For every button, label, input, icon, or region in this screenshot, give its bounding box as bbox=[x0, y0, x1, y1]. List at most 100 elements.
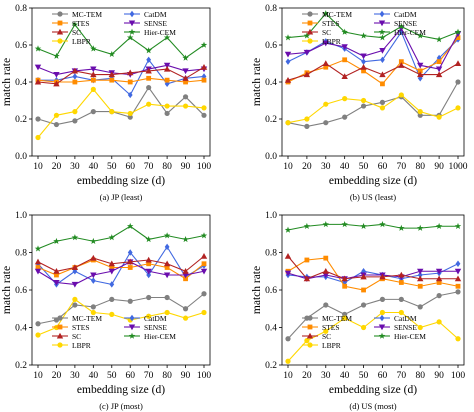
x-tick-label: 100 bbox=[197, 371, 212, 381]
x-tick-label: 50 bbox=[107, 162, 117, 172]
point-stes bbox=[183, 276, 188, 282]
legend-label-sc: SC bbox=[72, 332, 81, 341]
point-mc-tem bbox=[285, 336, 291, 342]
series-line-lbpr bbox=[37, 298, 205, 336]
point-sense bbox=[145, 268, 152, 275]
point-hier-cem bbox=[182, 54, 189, 61]
series-line-hier-cem bbox=[287, 223, 458, 231]
point-sense bbox=[435, 66, 443, 73]
series-line-hier-cem bbox=[37, 23, 205, 59]
legend-label-sc: SC bbox=[322, 28, 331, 37]
x-tick-label: 80 bbox=[415, 162, 425, 172]
series-line-catdm bbox=[38, 58, 205, 96]
point-stes bbox=[146, 261, 152, 267]
point-hier-cem bbox=[284, 226, 292, 233]
x-tick-label: 70 bbox=[144, 371, 154, 381]
point-sc bbox=[127, 69, 134, 76]
legend-label-sc: SC bbox=[322, 332, 331, 341]
y-tick-label: 0.8 bbox=[15, 4, 27, 14]
y-tick-label: 0.6 bbox=[265, 41, 277, 51]
x-tick-label: 60 bbox=[125, 371, 135, 381]
point-mc-tem bbox=[53, 121, 60, 128]
x-tick-label: 50 bbox=[359, 371, 369, 381]
point-hier-cem bbox=[398, 23, 405, 30]
point-hier-cem bbox=[416, 224, 424, 231]
series-line-hier-cem bbox=[37, 225, 205, 250]
point-sense bbox=[341, 44, 348, 51]
legend-marker-sc bbox=[56, 28, 64, 35]
point-sense bbox=[34, 64, 42, 71]
legend-label-stes: STES bbox=[322, 19, 340, 28]
x-tick-label: 60 bbox=[378, 162, 388, 172]
series-line-catdm bbox=[287, 30, 459, 80]
y-tick-label: 1.0 bbox=[15, 211, 27, 221]
point-mc-tem bbox=[201, 291, 207, 297]
point-sense bbox=[34, 268, 42, 275]
legend-marker-stes bbox=[307, 324, 313, 330]
point-catdm bbox=[455, 260, 461, 267]
x-tick-label: 20 bbox=[302, 371, 312, 381]
x-tick-label: 80 bbox=[162, 371, 172, 381]
x-tick-label: 70 bbox=[397, 371, 407, 381]
point-hier-cem bbox=[145, 47, 152, 54]
y-tick-label: 0.8 bbox=[265, 4, 277, 14]
point-mc-tem bbox=[379, 99, 386, 105]
point-sc bbox=[182, 268, 189, 274]
x-tick-label: 30 bbox=[70, 162, 80, 172]
point-stes bbox=[398, 280, 404, 285]
point-hier-cem bbox=[163, 34, 171, 41]
legend-marker-mc-tem bbox=[307, 11, 313, 17]
series-line-stes bbox=[287, 257, 459, 291]
point-mc-tem bbox=[201, 112, 207, 118]
point-hier-cem bbox=[108, 234, 116, 241]
legend-marker-stes bbox=[307, 20, 313, 26]
point-lbpr bbox=[342, 315, 348, 321]
legend-marker-sc bbox=[306, 28, 314, 35]
y-tick-label: 0.4 bbox=[15, 324, 27, 334]
series-line-lbpr bbox=[287, 94, 459, 124]
series-line-lbpr bbox=[287, 311, 459, 362]
y-tick-label: 0.2 bbox=[15, 115, 27, 125]
legend-label-hier-cem: Hier-CEM bbox=[394, 332, 426, 341]
point-mc-tem bbox=[109, 296, 115, 302]
point-sc bbox=[90, 254, 97, 261]
point-mc-tem bbox=[342, 114, 348, 120]
point-hier-cem bbox=[303, 222, 311, 230]
point-sc bbox=[360, 64, 367, 70]
plot-frame bbox=[31, 214, 211, 366]
point-hier-cem bbox=[454, 222, 462, 230]
legend-label-lbpr: LBPR bbox=[322, 37, 341, 46]
point-lbpr bbox=[201, 309, 207, 316]
point-hier-cem bbox=[284, 34, 292, 41]
legend-marker-hier-cem bbox=[128, 28, 136, 35]
panel-caption: (d) US (most) bbox=[349, 401, 396, 411]
point-sc bbox=[200, 253, 208, 259]
point-lbpr bbox=[360, 324, 367, 331]
point-catdm bbox=[146, 56, 152, 63]
point-hier-cem bbox=[34, 245, 42, 252]
point-lbpr bbox=[417, 109, 423, 115]
x-tick-label: 10 bbox=[283, 371, 293, 381]
point-lbpr bbox=[72, 296, 78, 302]
point-mc-tem bbox=[90, 109, 96, 115]
series-line-stes bbox=[37, 259, 205, 280]
x-tick-label: 20 bbox=[302, 162, 312, 172]
point-sense bbox=[71, 281, 79, 288]
point-sc bbox=[108, 71, 115, 78]
point-catdm bbox=[90, 277, 96, 284]
x-tick-label: 100 bbox=[197, 162, 212, 172]
point-sense bbox=[53, 279, 60, 286]
legend-label-lbpr: LBPR bbox=[72, 341, 91, 350]
point-sc bbox=[322, 268, 329, 274]
point-sc bbox=[163, 260, 171, 267]
point-sc bbox=[379, 71, 386, 78]
point-lbpr bbox=[182, 103, 189, 109]
point-sc bbox=[90, 71, 97, 78]
legend-marker-stes bbox=[57, 324, 63, 330]
point-stes bbox=[380, 81, 385, 87]
point-stes bbox=[90, 77, 96, 83]
point-hier-cem bbox=[435, 222, 443, 230]
point-stes bbox=[361, 68, 366, 74]
point-sc bbox=[303, 275, 311, 282]
legend-label-sense: SENSE bbox=[144, 19, 167, 28]
